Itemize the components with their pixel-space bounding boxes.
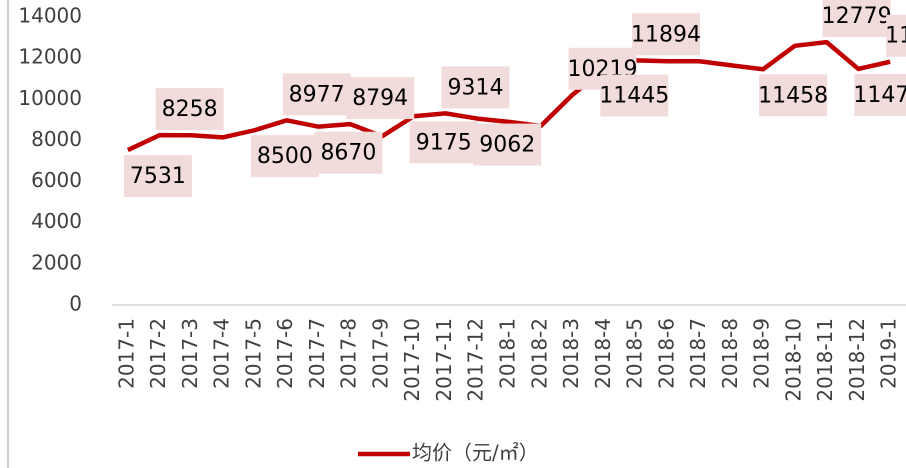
label-box: [346, 77, 415, 120]
x-tick-label: 2019-1: [877, 318, 901, 389]
label-box: [822, 0, 891, 38]
x-tick-label: 2018-12: [845, 318, 869, 402]
data-label: 11445: [599, 84, 669, 109]
y-tick-label: 4000: [31, 209, 82, 233]
label-box: [600, 74, 669, 117]
x-tick-label: 2018-2: [527, 318, 551, 389]
legend-label: 均价（元/㎡）: [412, 441, 539, 465]
x-tick-label: 2017-1: [114, 318, 138, 389]
data-label: 11474: [853, 83, 906, 108]
y-tick-label: 8000: [31, 127, 82, 151]
y-tick-label: 0: [69, 292, 82, 316]
label-box: [155, 88, 224, 131]
data-label: 9314: [447, 75, 503, 100]
x-tick-label: 2017-11: [432, 318, 456, 402]
x-tick-label: 2017-7: [305, 318, 329, 389]
y-tick-label: 12000: [18, 45, 82, 69]
y-tick-label: 6000: [31, 168, 82, 192]
x-tick-label: 2018-6: [654, 318, 678, 389]
x-tick-label: 2017-8: [337, 318, 361, 389]
x-tick-label: 2017-5: [241, 318, 265, 389]
label-box: [314, 131, 383, 174]
data-label: 7531: [130, 164, 186, 189]
x-tick-label: 2017-6: [273, 318, 297, 389]
label-box: [123, 155, 192, 198]
x-tick-label: 2018-8: [718, 318, 742, 389]
y-tick-label: 10000: [18, 86, 82, 110]
data-label: 8670: [320, 141, 376, 166]
data-label: 11458: [758, 83, 828, 108]
data-label: 9062: [479, 133, 535, 158]
label-box: [441, 66, 510, 109]
x-tick-label: 2018-11: [813, 318, 837, 402]
label-box: [759, 74, 828, 117]
x-tick-label: 2018-10: [781, 318, 805, 402]
data-label: 8500: [257, 144, 313, 169]
x-tick-label: 2017-3: [178, 318, 202, 389]
label-box: [854, 73, 906, 116]
y-tick-label: 14000: [18, 4, 82, 28]
x-tick-label: 2017-10: [400, 318, 424, 402]
x-tick-label: 2018-4: [591, 318, 615, 389]
x-tick-label: 2018-7: [686, 318, 710, 389]
data-label: 8258: [162, 97, 218, 122]
y-tick-label: 2000: [31, 250, 82, 274]
x-tick-label: 2017-2: [146, 318, 170, 389]
label-box: [473, 123, 542, 166]
data-label: 8977: [289, 82, 345, 107]
x-tick-label: 2017-12: [464, 318, 488, 402]
label-box: [886, 14, 906, 57]
line: [126, 39, 891, 153]
label-box: [250, 135, 319, 178]
data-label: 11825: [885, 24, 906, 49]
x-tick-label: 2018-3: [559, 318, 583, 389]
label-box: [632, 13, 701, 56]
data-label: 11894: [631, 22, 701, 47]
data-label: 9175: [416, 130, 472, 155]
x-tick-label: 2018-1: [496, 318, 520, 389]
x-tick-label: 2018-9: [750, 318, 774, 389]
data-label: 12779: [822, 4, 892, 29]
x-tick-label: 2017-9: [368, 318, 392, 389]
label-box: [282, 73, 351, 116]
data-label: 8794: [352, 86, 408, 111]
x-tick-label: 2017-4: [210, 318, 234, 389]
x-tick-label: 2018-5: [623, 318, 647, 389]
label-box: [409, 121, 478, 164]
